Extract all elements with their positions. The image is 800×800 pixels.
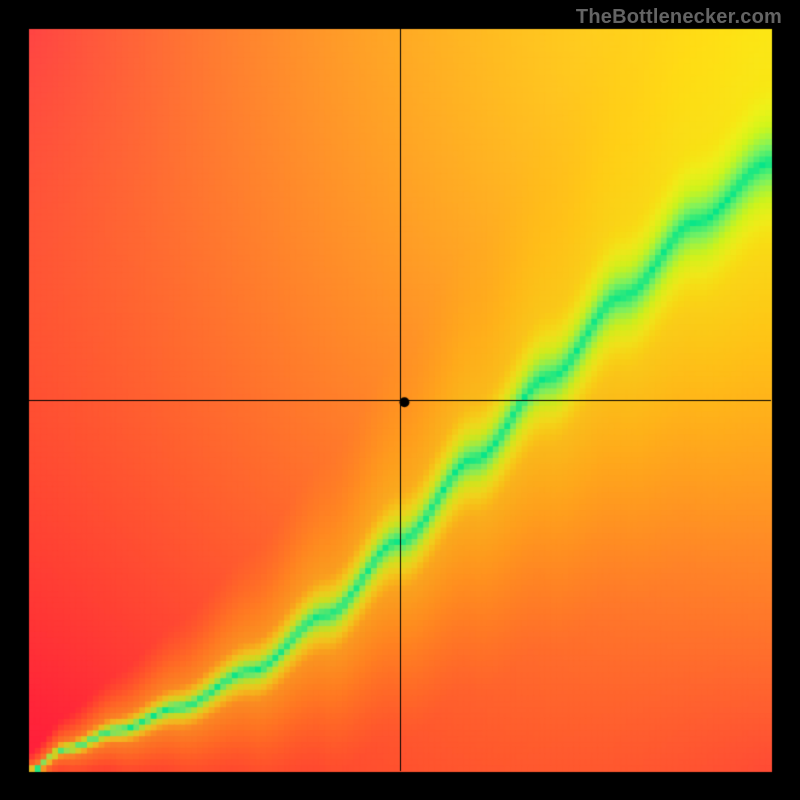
bottleneck-heatmap <box>0 0 800 800</box>
chart-container: { "watermark": { "text": "TheBottlenecke… <box>0 0 800 800</box>
